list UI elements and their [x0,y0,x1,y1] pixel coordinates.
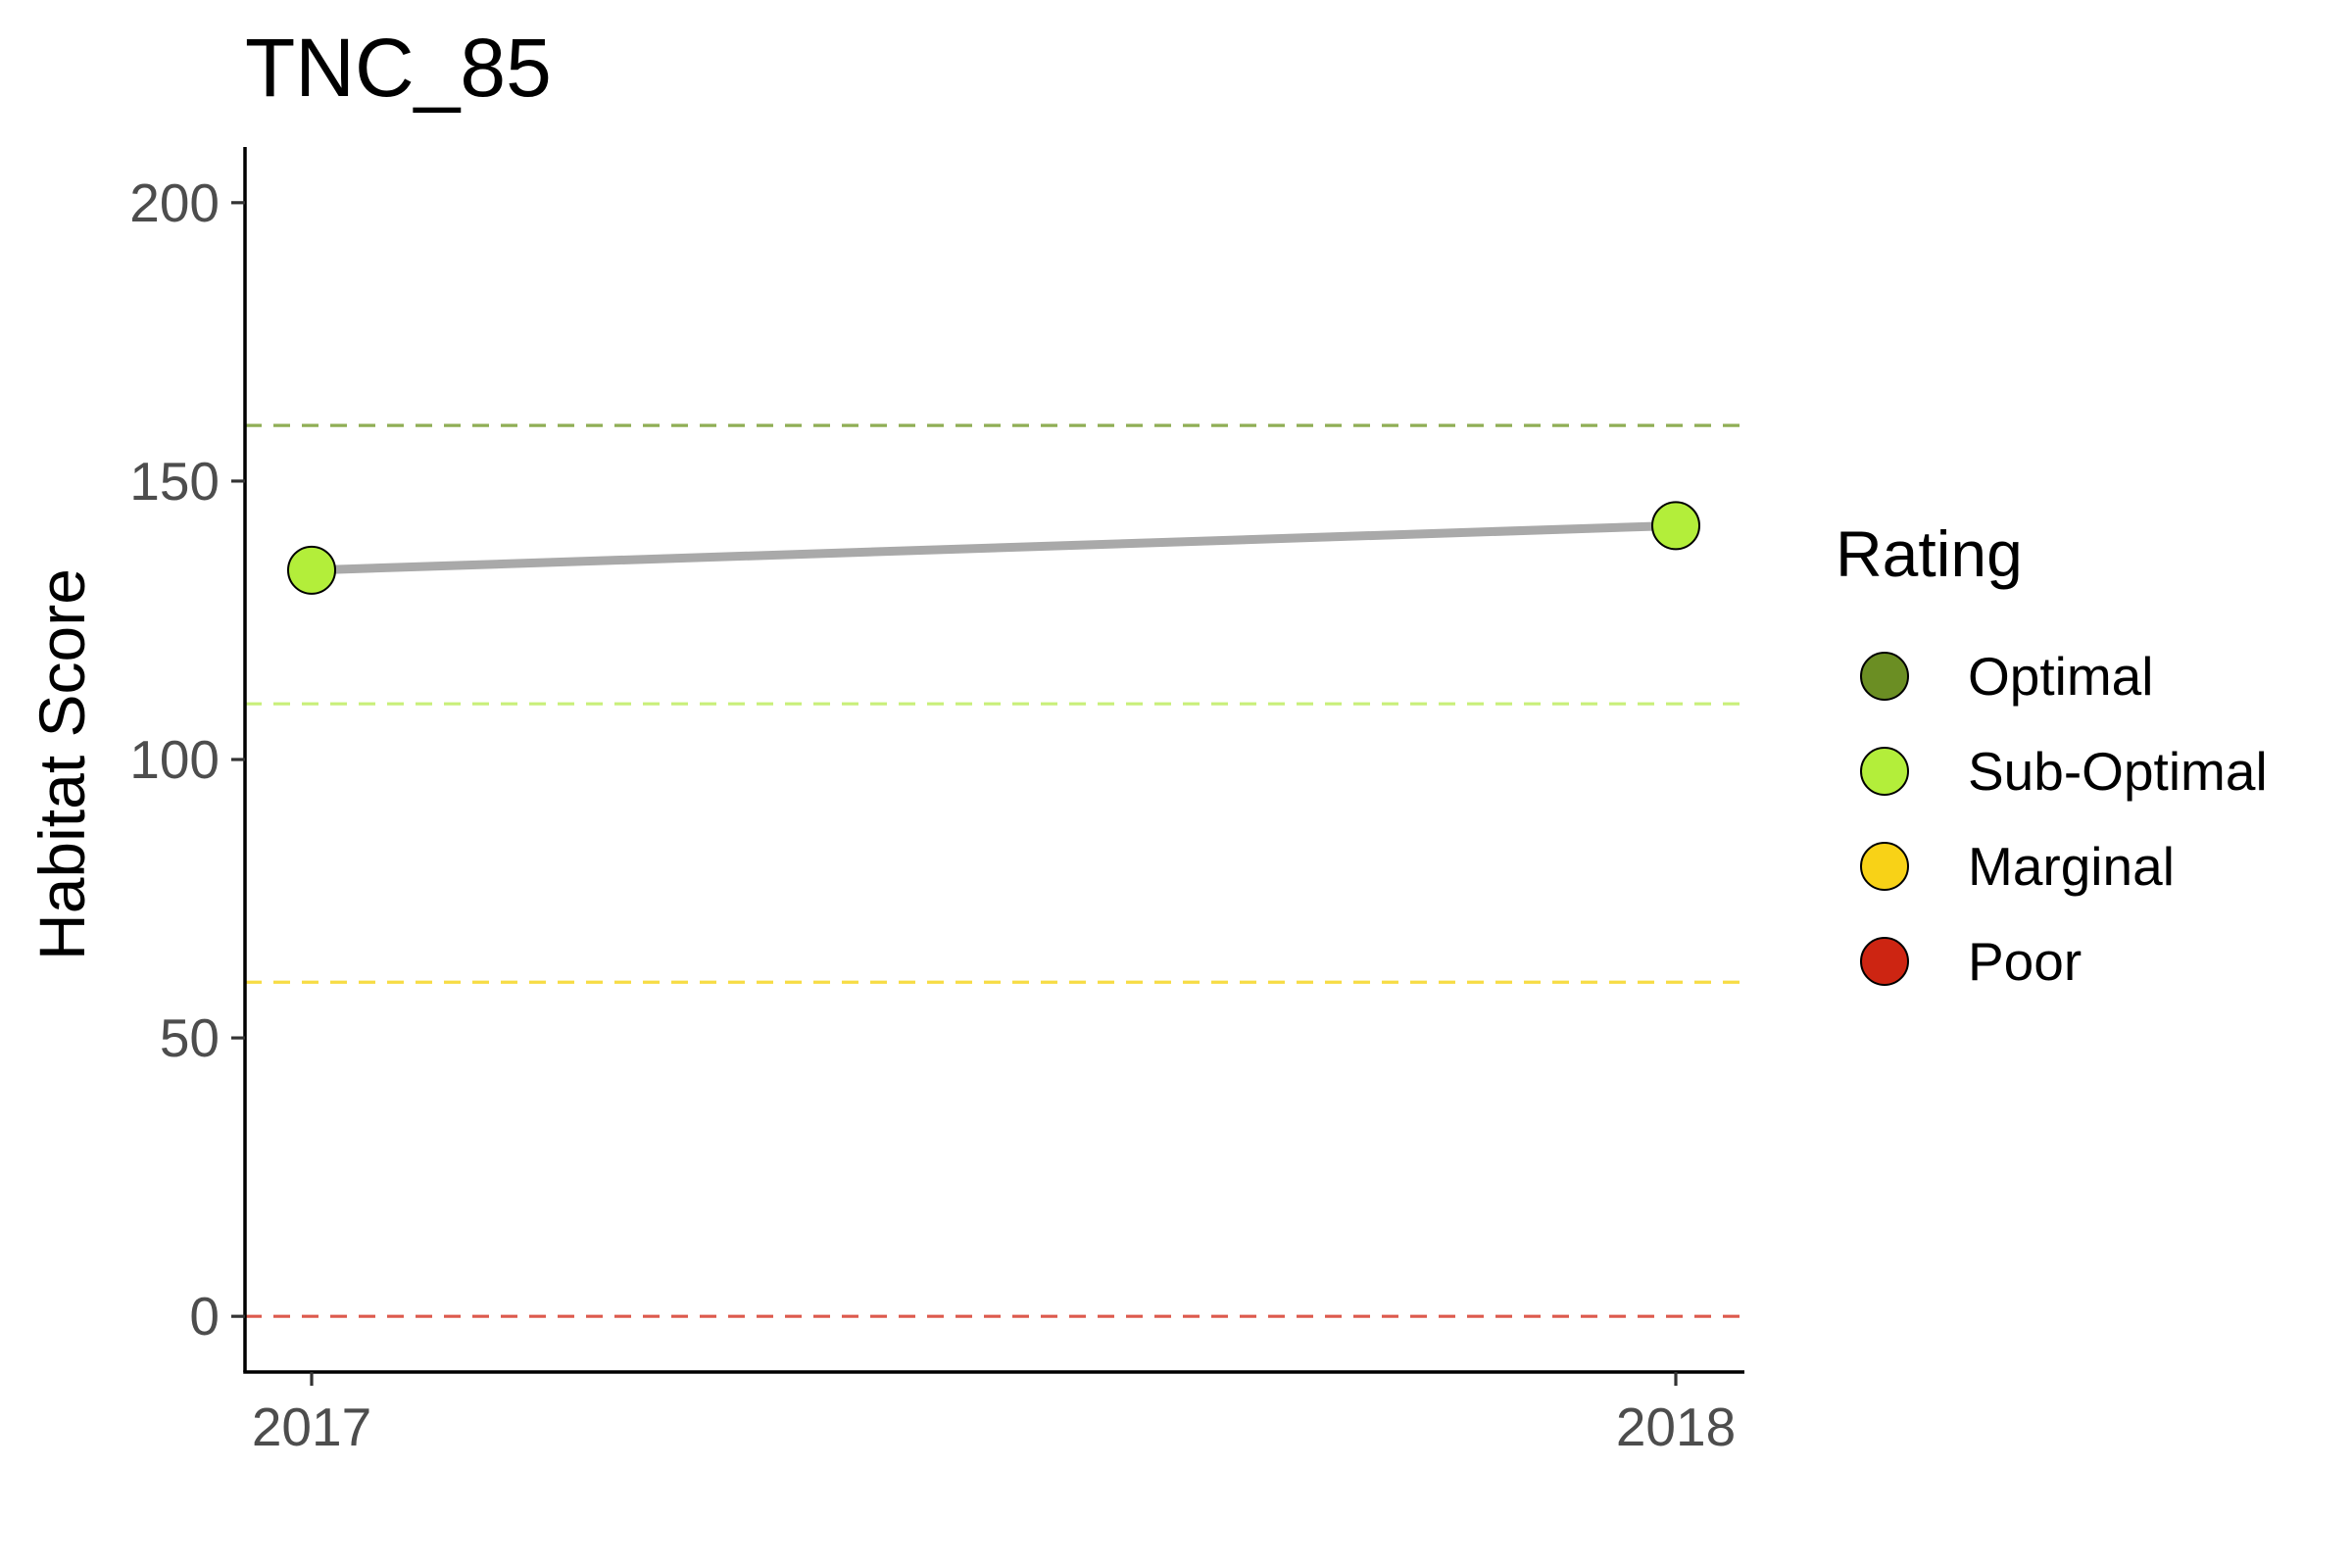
legend-label-optimal: Optimal [1968,646,2154,707]
legend-label-sub-optimal: Sub-Optimal [1968,741,2268,802]
data-series [287,501,1700,595]
legend-label-marginal: Marginal [1968,836,2175,897]
legend-label-poor: Poor [1968,931,2082,992]
legend-key-poor [1860,937,1909,986]
data-point-2018 [1651,501,1700,551]
threshold-lines [245,423,1744,1318]
y-axis-ticks: 0 50 100 150 200 [129,172,245,1347]
series-line [311,520,1677,575]
axes [243,147,1744,1374]
y-tick-label: 0 [189,1286,220,1347]
x-tick-label: 2017 [252,1396,371,1457]
legend-key-optimal [1860,652,1909,701]
x-axis-ticks: 2017 2018 [252,1372,1736,1457]
x-tick-label: 2018 [1616,1396,1736,1457]
y-tick-label: 100 [129,729,220,790]
y-axis-label: Habitat Score [25,568,98,960]
data-point-2017 [287,545,336,595]
y-tick-label: 50 [160,1007,220,1068]
legend-title: Rating [1836,517,2023,590]
chart-title: TNC_85 [245,22,552,114]
y-tick-label: 150 [129,451,220,512]
legend-items: Optimal Sub-Optimal Marginal Poor [1860,646,2268,992]
legend-key-marginal [1860,842,1909,891]
y-tick-label: 200 [129,172,220,233]
legend: Rating Optimal Sub-Optimal Marginal Poor [1836,517,2268,992]
legend-key-sub-optimal [1860,747,1909,796]
